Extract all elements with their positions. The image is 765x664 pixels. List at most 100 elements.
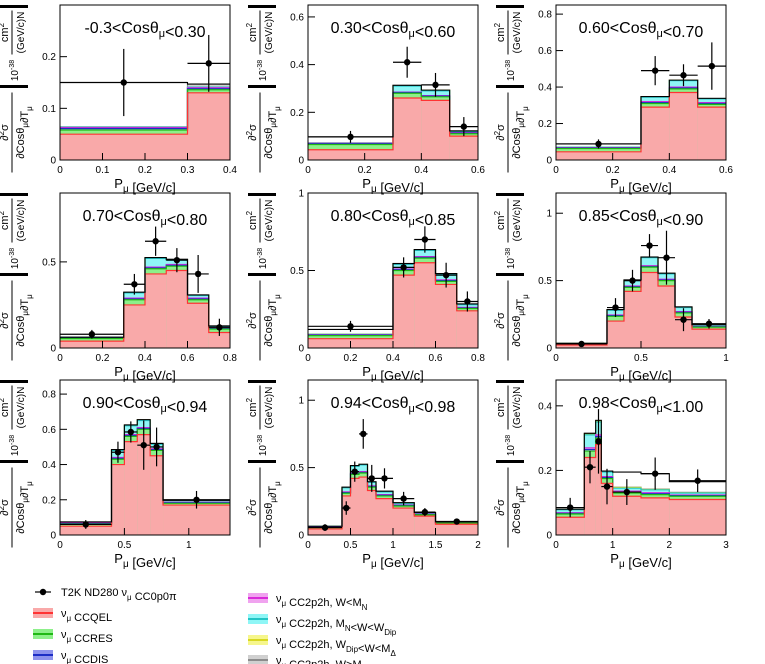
data-point	[595, 438, 602, 445]
data-point	[623, 488, 631, 496]
bin-ccqel	[669, 499, 726, 535]
plot-area	[308, 46, 478, 160]
y-tick-label: 0.5	[290, 463, 304, 474]
y-tick-label: 0.4	[538, 83, 552, 94]
y-label-numerator: ∂2σ	[0, 499, 11, 516]
line-mn_w_wdip	[556, 257, 726, 345]
data-point	[612, 304, 619, 311]
bin-ccqel	[350, 478, 359, 535]
data-point	[403, 59, 411, 66]
panel-title: 0.85<Cosθμ<0.90	[579, 208, 704, 229]
x-axis-label: Pμ [GeV/c]	[610, 364, 671, 383]
line-total	[556, 256, 726, 344]
x-tick-label: 3	[723, 540, 729, 551]
plot-frame	[555, 379, 727, 536]
y-label-denominator: ∂Cosθμ∂Tμ	[511, 481, 530, 534]
legend-item-mn_w_wdip: νμ CC2p2h, MN<W<WDip	[248, 614, 397, 637]
bin-ccqel	[393, 98, 422, 160]
y-label-unit-num: cm2	[245, 397, 259, 417]
y-label-unit-den: (GeV/c)N	[16, 387, 27, 429]
y-axis-label: ∂2σ ∂Cosθμ∂Tμ 10-38 cm2 (GeV/c)N	[493, 193, 530, 361]
x-tick-label: 2	[475, 540, 481, 551]
y-axis-label: ∂2σ ∂Cosθμ∂Tμ 10-38 cm2 (GeV/c)N	[245, 5, 282, 173]
y-label-denominator: ∂Cosθμ∂Tμ	[263, 294, 282, 347]
bin-ccqel	[187, 92, 230, 160]
legend-item-ccres: νμ CCRES	[33, 629, 113, 645]
data-point	[360, 430, 367, 438]
line-ccdis	[556, 265, 726, 345]
legend-item-data: T2K ND280 νμ CC0p0π	[35, 587, 177, 603]
y-tick-label: 0	[546, 344, 552, 355]
y-label-unit-num: cm2	[245, 210, 259, 230]
data-point	[705, 320, 713, 327]
data-point	[460, 123, 468, 130]
bin-ccqel	[163, 505, 230, 535]
data-point	[421, 236, 429, 243]
y-label-unit-den: (GeV/c)N	[512, 12, 523, 54]
plot-area	[60, 226, 230, 348]
y-axis-label: ∂2σ ∂Cosθμ∂Tμ 10-38 cm2 (GeV/c)N	[493, 380, 530, 548]
y-label-unit-num: cm2	[493, 397, 507, 417]
data-point	[368, 475, 375, 482]
y-label-unit-den: (GeV/c)N	[264, 12, 275, 54]
data-point	[646, 242, 653, 249]
legend-label: νμ CC2p2h, WDip<W<MΔ	[276, 635, 396, 658]
bin-ccqel	[456, 310, 478, 348]
x-tick-label: 0	[305, 353, 311, 364]
y-label-scale: 10-38	[9, 248, 21, 269]
y-tick-label: 0	[298, 344, 304, 355]
bin-ccqel	[414, 262, 436, 348]
bin-ccqel	[60, 134, 188, 160]
line-total	[60, 257, 230, 338]
bin-ccqel	[697, 107, 726, 160]
panel-3: 0 0.2 0.4 0.6 0 0.2 0.4 0.6 0.8 0.60<Cosθμ<0.70 Pμ…	[493, 4, 733, 195]
x-axis-label: Pμ [GeV/c]	[610, 551, 671, 570]
plot-area	[556, 42, 726, 160]
plot-area	[60, 419, 230, 535]
legend-item-ccqel: νμ CCQEL	[33, 608, 112, 624]
data-point	[381, 475, 388, 482]
y-label-unit-num: cm2	[493, 210, 507, 230]
bin-ccqel	[376, 498, 393, 535]
x-tick-label: 0.6	[429, 353, 443, 364]
data-point	[432, 81, 439, 89]
bin-ccqel	[421, 100, 450, 160]
bin-ccqel	[658, 286, 675, 348]
line-total	[60, 419, 230, 523]
bin-ccqel	[393, 275, 415, 348]
bin-ccqel	[60, 341, 124, 348]
bin-ccqel	[359, 477, 368, 535]
x-tick-label: 0.5	[344, 540, 358, 551]
x-tick-label: 0.5	[117, 540, 131, 551]
data-point	[216, 324, 223, 331]
y-tick-label: 0.5	[290, 266, 304, 277]
x-tick-label: 0	[553, 540, 559, 551]
line-ccqel	[556, 271, 726, 346]
x-tick-label: 0.4	[414, 165, 428, 176]
bin-ccqel	[556, 151, 641, 160]
y-tick-label: 0.4	[538, 401, 552, 412]
panel-title: 0.94<Cosθμ<0.98	[331, 395, 456, 416]
bin-ccqel	[669, 92, 698, 160]
y-tick-label: 0.4	[42, 460, 56, 471]
y-label-scale: 10-38	[257, 248, 269, 269]
x-tick-label: 0.2	[606, 165, 620, 176]
x-axis-label: Pμ [GeV/c]	[114, 176, 175, 195]
data-point	[421, 508, 429, 516]
y-tick-label: 0	[50, 156, 56, 167]
panel-8: 0 0.5 1 1.5 2 0 0.5 1 0.94<Cosθμ<0.98 Pμ [GeV/c] ∂…	[245, 379, 481, 570]
y-label-scale: 10-38	[257, 60, 269, 81]
data-point	[82, 521, 89, 528]
y-label-unit-den: (GeV/c)N	[264, 387, 275, 429]
y-label-numerator: ∂2σ	[493, 312, 507, 329]
data-point	[205, 60, 212, 67]
bin-ccqel	[60, 526, 112, 535]
data-point	[629, 277, 636, 284]
legend-label: νμ CC2p2h, MN<W<WDip	[276, 614, 397, 637]
y-tick-label: 0.5	[42, 257, 56, 268]
data-point	[400, 264, 407, 271]
x-tick-label: 0.2	[96, 353, 110, 364]
data-point	[347, 323, 354, 330]
